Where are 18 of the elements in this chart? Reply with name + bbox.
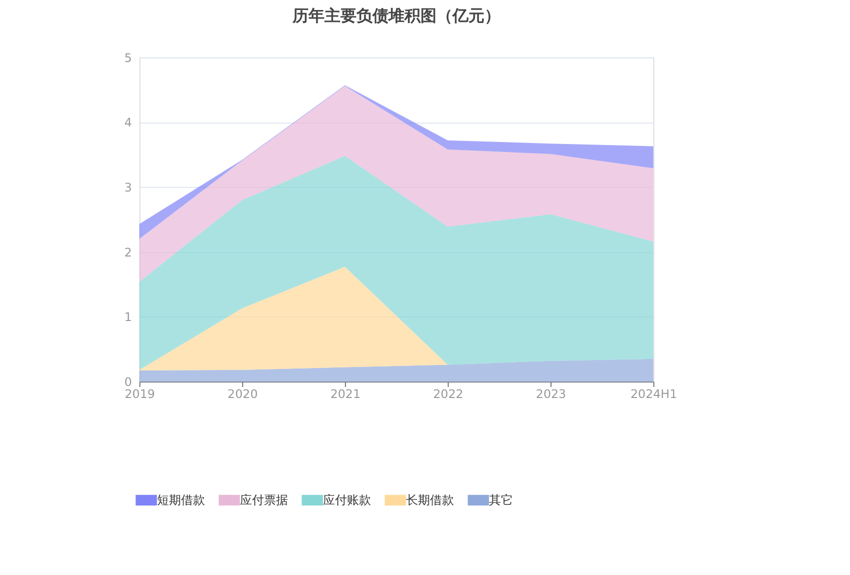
y-tick-label: 2	[124, 245, 132, 260]
x-tick-label: 2019	[124, 386, 155, 401]
x-tick-label: 2024H1	[630, 386, 678, 401]
legend-label: 应付账款	[323, 493, 372, 508]
x-tick-label: 2023	[536, 386, 566, 401]
y-tick-label: 5	[124, 50, 132, 65]
x-tick-label: 2020	[228, 386, 258, 401]
chart-title: 历年主要负债堆积图（亿元）	[291, 6, 500, 25]
legend-label: 其它	[489, 493, 514, 508]
y-tick-label: 4	[124, 116, 132, 130]
y-tick-label: 3	[124, 180, 132, 194]
legend-label: 短期借款	[157, 493, 206, 508]
x-tick-label: 2021	[330, 386, 361, 401]
y-tick-label: 1	[124, 310, 132, 324]
y-tick-label: 0	[124, 375, 132, 390]
x-tick-label: 2022	[433, 386, 464, 401]
legend-label: 应付票据	[240, 493, 288, 508]
legend-label: 长期借款	[406, 493, 454, 508]
